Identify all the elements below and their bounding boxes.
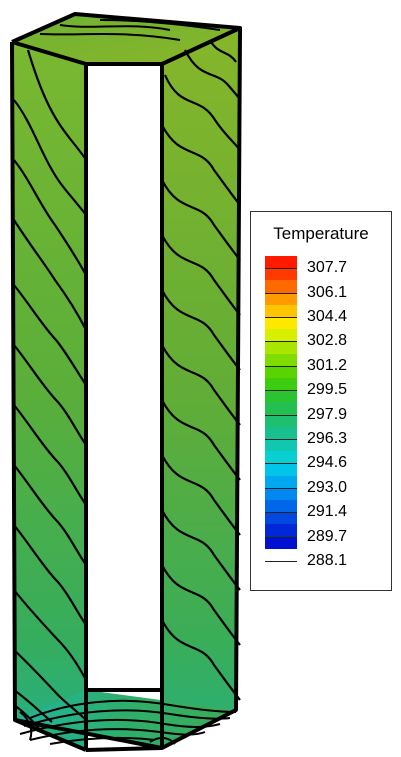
legend-swatch: [265, 256, 297, 269]
legend-level-label: 293.0: [307, 478, 348, 496]
legend-tick: [265, 390, 297, 392]
left-wall: [12, 42, 86, 750]
legend-tick: [265, 561, 297, 562]
legend-level-label: 291.4: [307, 503, 348, 521]
legend-swatch: [265, 390, 297, 403]
right-wall: [162, 28, 240, 748]
legend-tick: [265, 268, 297, 270]
legend-swatch: [265, 414, 297, 428]
right-wall-contours: [161, 39, 241, 701]
legend-swatch: [265, 378, 297, 391]
legend-swatch: [265, 426, 297, 440]
legend-swatch: [265, 280, 297, 294]
channel-outline: [10, 12, 242, 752]
legend-swatch: [265, 451, 297, 464]
legend-swatch: [265, 353, 297, 367]
legend-swatch: [265, 487, 297, 501]
legend-swatch: [265, 524, 297, 538]
legend-swatch: [265, 292, 297, 306]
legend-level-label: 297.9: [307, 405, 348, 423]
legend-swatch: [265, 341, 297, 355]
legend-tick: [265, 536, 297, 538]
legend-tick: [265, 341, 297, 343]
legend-swatch: [265, 475, 297, 489]
legend-title: Temperature: [273, 224, 369, 243]
legend-swatch: [265, 365, 297, 379]
legend-tick: [265, 365, 297, 367]
legend-level-label: 288.1: [307, 552, 348, 569]
legend-tick: [265, 292, 297, 294]
temperature-legend: Temperature 307.7 306.1 304.4 302.8 301.2 299…: [250, 211, 392, 591]
legend-level-label: 299.5: [307, 381, 348, 399]
legend-tick: [265, 463, 297, 465]
legend-swatch: [265, 439, 297, 452]
legend-tick: [265, 317, 297, 318]
legend-swatch: [265, 512, 297, 525]
legend-level-label: 304.4: [307, 308, 348, 325]
legend-level-label: 294.6: [307, 454, 348, 472]
legend-swatch: [265, 536, 297, 550]
legend-tick: [265, 487, 297, 489]
legend-level-label: 306.1: [307, 283, 348, 301]
legend-level-label: 296.3: [307, 430, 348, 447]
legend-tick: [265, 414, 297, 416]
legend-level-label: 289.7: [307, 527, 348, 545]
legend-swatch: [265, 463, 297, 477]
legend-swatch: [265, 402, 297, 416]
legend-swatch: [265, 268, 297, 281]
legend-swatch: [265, 500, 297, 513]
legend-tick: [265, 439, 297, 440]
legend-swatch: [265, 329, 297, 342]
legend-level-label: 301.2: [307, 356, 348, 374]
legend-level-label: 307.7: [307, 259, 348, 277]
legend-level-label: 302.8: [307, 332, 348, 350]
legend-swatch: [265, 317, 297, 330]
legend-tick: [265, 512, 297, 514]
left-wall-contours: [13, 49, 87, 731]
legend-swatch: [265, 304, 297, 318]
channel-opening: [86, 64, 162, 690]
